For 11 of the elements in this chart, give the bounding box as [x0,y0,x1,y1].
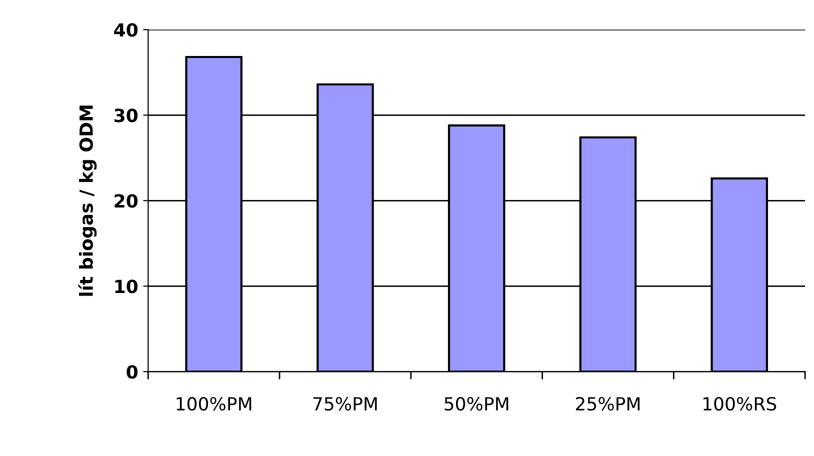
y-tick-label: 40 [114,23,138,37]
x-tick-label: 75%PM [313,396,377,411]
y-tick-label: 0 [126,365,138,379]
y-tick-label: 10 [115,280,138,294]
y-tick-label: 20 [114,194,138,208]
x-tick-label: 100%PM [176,396,252,411]
x-tick-label: 50%PM [444,396,508,411]
y-axis-title: lít biogas / kg ODM [78,106,97,296]
x-tick-label: 25%PM [576,396,640,411]
x-tick-label: 100%RS [704,396,776,411]
y-tick-label: 30 [114,108,138,122]
